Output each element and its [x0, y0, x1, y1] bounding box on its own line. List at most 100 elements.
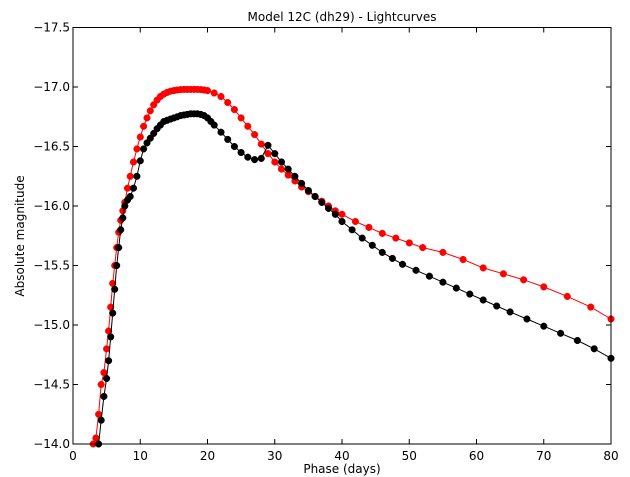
series-0-point — [100, 369, 108, 377]
series-1-point — [348, 226, 356, 234]
series-1-point — [140, 145, 148, 153]
series-0-point — [264, 150, 272, 158]
y-tick-label: −16.5 — [33, 140, 70, 154]
series-1-point — [109, 309, 117, 317]
series-1-point — [378, 248, 386, 256]
series-1-point — [412, 266, 420, 274]
series-0-point — [217, 92, 225, 101]
series-1-point — [103, 374, 111, 383]
series-1-point — [264, 141, 272, 149]
series-0-point — [459, 255, 467, 264]
series-0-point — [540, 283, 548, 291]
x-tick-label: 60 — [469, 449, 484, 463]
series-1-point — [237, 148, 245, 157]
series-0-point — [146, 107, 154, 115]
y-tick-label: −15.5 — [33, 259, 70, 273]
series-1-point — [311, 192, 319, 201]
x-tick-label: 50 — [402, 449, 417, 463]
y-axis-label: Absolute magnitude — [13, 175, 27, 296]
series-0-point — [95, 410, 103, 418]
series-1-point — [107, 333, 115, 341]
series-0-point — [520, 276, 528, 284]
series-1-point — [251, 156, 259, 164]
series-1-point — [230, 142, 238, 151]
series-0-point — [365, 223, 373, 231]
x-axis-label: Phase (days) — [303, 462, 380, 476]
y-tick-label: −14.5 — [33, 378, 70, 392]
series-0-point — [143, 114, 151, 122]
series-1-point — [217, 128, 225, 136]
series-1-point — [117, 226, 125, 234]
series-1-point — [100, 392, 108, 400]
series-1-point — [439, 278, 447, 286]
series-1-point — [318, 198, 326, 206]
y-tick-label: −16.0 — [33, 199, 70, 213]
series-1-point — [590, 345, 598, 353]
ticks-layer: 0 10 20 30 40 50 60 70 80 −14.0 −14.5 −15.0 −15.5 −16… — [33, 21, 618, 464]
series-1-point — [133, 172, 141, 180]
series-1-point — [210, 121, 218, 129]
series-0-point — [129, 158, 138, 166]
series-0-point — [224, 98, 232, 107]
series-0-point — [392, 234, 400, 242]
series-1-point — [284, 165, 292, 173]
series-1-point — [540, 322, 548, 330]
x-tick-label: 70 — [536, 449, 551, 463]
series-0-point — [351, 217, 359, 226]
series-0-point — [479, 264, 487, 272]
series-0-point — [103, 345, 111, 353]
series-0-point — [203, 87, 212, 95]
series-1-point — [129, 184, 138, 192]
x-tick-label: 20 — [200, 449, 215, 463]
series-0-point — [378, 229, 386, 237]
series-1-point — [298, 179, 306, 187]
series-1-point — [358, 234, 366, 242]
series-1-point — [115, 244, 123, 252]
series-0-point — [237, 114, 245, 122]
series-1-point — [105, 357, 113, 365]
series-1-point — [304, 186, 312, 195]
series-0-point — [97, 380, 105, 389]
series-0-point — [257, 140, 265, 148]
series-0-point — [244, 122, 252, 130]
series-0-point — [338, 210, 346, 218]
series-1-point — [113, 261, 121, 270]
y-tick-label: −17.5 — [33, 21, 70, 35]
series-0-point — [210, 89, 218, 97]
series-1-point — [452, 284, 460, 292]
series-1-point — [338, 217, 346, 226]
series-1-point — [506, 308, 514, 316]
y-tick-label: −15.0 — [33, 318, 70, 332]
series-1-point — [97, 416, 105, 424]
series-0-point — [251, 131, 259, 139]
series-1-point — [121, 202, 129, 210]
series-0-point — [419, 244, 427, 252]
series-1-point — [146, 134, 154, 142]
series-0-point — [277, 165, 286, 173]
series-1-point — [557, 329, 565, 337]
series-0-point — [563, 292, 571, 300]
series-0-point — [405, 239, 413, 247]
series-1-point — [523, 315, 531, 323]
series-1-point — [466, 290, 474, 298]
series-0-point — [284, 171, 292, 179]
series-1-point — [291, 172, 299, 180]
series-1-point — [277, 158, 286, 166]
series-0-point — [140, 122, 148, 130]
series-0-point — [499, 270, 507, 278]
series-1-point — [111, 285, 119, 293]
series-1-point — [324, 204, 333, 212]
x-tick-label: 30 — [267, 449, 282, 463]
chart-title: Model 12C (dh29) - Lightcurves — [248, 10, 437, 24]
series-0-point — [123, 184, 132, 192]
series-1-point — [119, 214, 127, 222]
series-1-point — [244, 153, 252, 161]
x-tick-label: 10 — [133, 449, 148, 463]
series-0-point — [92, 434, 100, 442]
series-1-point — [331, 210, 339, 218]
series-0-point — [230, 106, 238, 114]
series-0-point — [439, 248, 447, 256]
y-tick-label: −17.0 — [33, 80, 70, 94]
